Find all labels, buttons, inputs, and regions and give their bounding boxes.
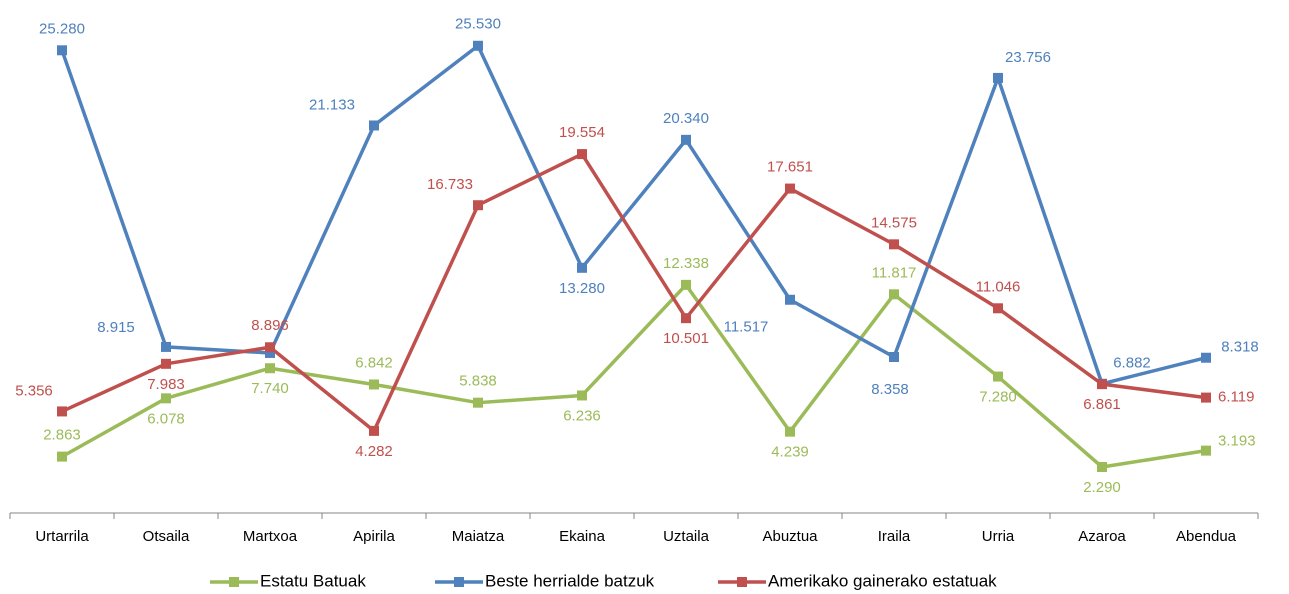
data-label: 2.290 xyxy=(1083,479,1121,496)
x-tick-label: Otsaila xyxy=(143,528,190,545)
point-marker xyxy=(681,313,691,324)
point-marker xyxy=(161,393,171,404)
legend-label: Beste herrialde batzuk xyxy=(485,571,655,590)
point-marker xyxy=(889,239,899,250)
x-tick-label: Abendua xyxy=(1176,528,1237,545)
point-marker xyxy=(993,371,1003,382)
data-label: 14.575 xyxy=(871,214,917,231)
data-label: 11.517 xyxy=(724,319,769,336)
data-label: 19.554 xyxy=(559,124,605,141)
data-label: 6.078 xyxy=(147,410,185,427)
point-marker xyxy=(889,352,899,363)
data-label: 6.882 xyxy=(1113,355,1151,372)
point-marker xyxy=(161,358,171,369)
data-label: 16.733 xyxy=(427,176,473,193)
data-label: 23.756 xyxy=(1005,49,1051,66)
point-marker xyxy=(993,72,1003,83)
point-marker xyxy=(1201,445,1211,456)
series-line xyxy=(61,283,1207,469)
series-line xyxy=(60,44,1207,386)
data-label: 6.236 xyxy=(563,407,601,424)
x-tick-label: Abuztua xyxy=(762,528,818,545)
x-tick-label: Ekaina xyxy=(559,528,606,545)
data-label: 3.193 xyxy=(1218,433,1256,450)
data-label: 11.817 xyxy=(872,264,917,281)
data-label: 2.863 xyxy=(43,427,81,444)
data-label: 25.280 xyxy=(39,20,85,37)
legend-marker xyxy=(229,577,239,587)
point-marker xyxy=(473,40,483,51)
point-marker xyxy=(265,363,275,374)
data-label: 17.651 xyxy=(767,159,813,176)
point-marker xyxy=(1097,461,1107,472)
point-marker xyxy=(577,149,587,160)
point-marker xyxy=(369,120,379,131)
x-tick-label: Iraila xyxy=(878,528,911,545)
data-label: 13.280 xyxy=(559,280,605,297)
point-marker xyxy=(785,294,795,305)
x-tick-label: Apirila xyxy=(353,528,395,545)
data-label: 20.340 xyxy=(663,110,709,127)
point-marker xyxy=(681,134,691,145)
point-marker xyxy=(57,451,67,462)
x-tick-label: Azaroa xyxy=(1078,528,1126,545)
data-label: 10.501 xyxy=(663,330,709,347)
point-marker xyxy=(1201,392,1211,403)
x-tick-label: Urtarrila xyxy=(35,528,89,545)
point-marker xyxy=(265,347,275,358)
data-label: 8.358 xyxy=(871,381,909,398)
point-marker xyxy=(785,426,795,437)
point-marker xyxy=(1201,352,1211,363)
point-marker xyxy=(473,397,483,408)
data-label: 7.983 xyxy=(147,376,185,393)
data-label: 21.133 xyxy=(309,96,355,113)
data-label: 25.530 xyxy=(455,16,501,33)
x-tick-label: Martxoa xyxy=(243,528,298,545)
series-line xyxy=(61,152,1207,433)
point-marker xyxy=(369,425,379,436)
data-label: 6.861 xyxy=(1083,396,1121,413)
point-marker xyxy=(161,341,171,352)
data-label: 4.239 xyxy=(771,444,809,461)
point-marker xyxy=(681,279,691,290)
point-marker xyxy=(577,390,587,401)
point-marker xyxy=(57,406,67,417)
data-label: 6.842 xyxy=(355,354,393,371)
data-label: 5.838 xyxy=(459,373,497,390)
data-label: 12.338 xyxy=(663,255,709,272)
point-marker xyxy=(369,379,379,390)
legend-marker xyxy=(454,577,464,587)
x-tick-label: Uztaila xyxy=(663,528,710,545)
x-tick-label: Maiatza xyxy=(452,528,505,545)
data-label: 5.356 xyxy=(15,382,53,399)
point-marker xyxy=(1097,379,1107,390)
data-label: 8.318 xyxy=(1221,339,1259,356)
point-marker xyxy=(577,262,587,273)
data-label: 8.915 xyxy=(97,319,135,336)
data-label: 7.280 xyxy=(979,389,1017,406)
point-marker xyxy=(265,342,275,353)
data-label: 4.282 xyxy=(355,443,393,460)
point-marker xyxy=(57,45,67,56)
x-tick-label: Urria xyxy=(982,528,1015,545)
data-label: 11.046 xyxy=(976,278,1021,295)
data-label: 7.740 xyxy=(251,380,289,397)
legend-label: Amerikako gainerako estatuak xyxy=(768,571,997,590)
legend-label: Estatu Batuak xyxy=(260,571,366,590)
point-marker xyxy=(993,303,1003,314)
data-label: 6.119 xyxy=(1218,389,1254,406)
legend-marker xyxy=(737,577,747,587)
data-label: 8.896 xyxy=(251,317,289,334)
point-marker xyxy=(889,289,899,300)
point-marker xyxy=(785,183,795,194)
point-marker xyxy=(473,200,483,211)
